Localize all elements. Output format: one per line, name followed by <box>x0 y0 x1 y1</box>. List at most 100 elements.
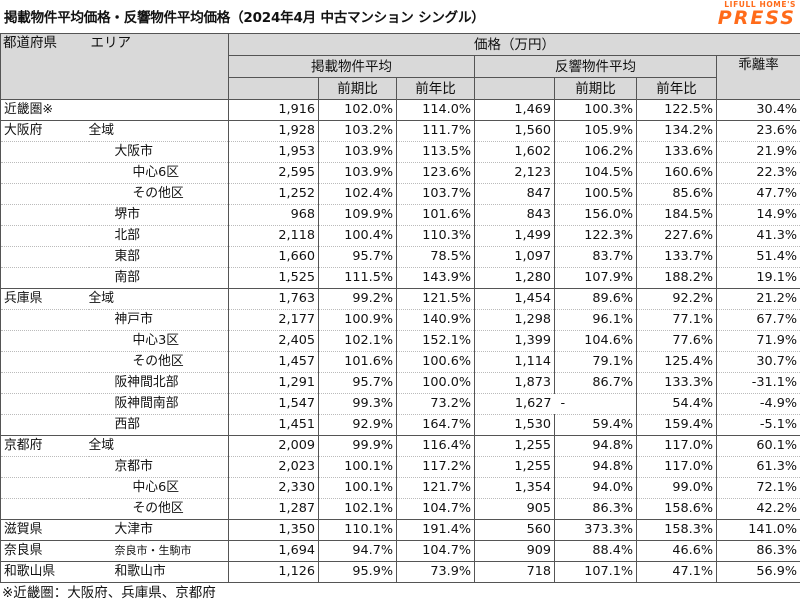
cell-area: 中心6区 <box>89 163 229 184</box>
cell-response-price: 1,602 <box>475 142 555 163</box>
cell-listing-qoq: 99.2% <box>319 289 397 310</box>
cell-listing-qoq: 100.1% <box>319 457 397 478</box>
cell-response-price: 1,627 <box>475 394 555 415</box>
cell-response-yoy: 158.6% <box>637 499 717 520</box>
cell-listing-yoy: 121.5% <box>397 289 475 310</box>
cell-response-yoy: 158.3% <box>637 520 717 541</box>
cell-listing-yoy: 103.7% <box>397 184 475 205</box>
cell-prefecture <box>1 352 89 373</box>
logo-main-text: PRESS <box>718 9 796 28</box>
cell-response-price: 1,280 <box>475 268 555 289</box>
cell-listing-qoq: 95.7% <box>319 247 397 268</box>
footnote: ※近畿圏：大阪府、兵庫県、京都府 <box>2 581 216 601</box>
cell-listing-price: 2,023 <box>229 457 319 478</box>
cell-response-price: 1,499 <box>475 226 555 247</box>
cell-area: 東部 <box>89 247 229 268</box>
cell-listing-qoq: 109.9% <box>319 205 397 226</box>
cell-listing-qoq: 110.1% <box>319 520 397 541</box>
cell-response-yoy: 77.1% <box>637 310 717 331</box>
cell-area: 和歌山市 <box>89 562 229 583</box>
cell-area: 南部 <box>89 268 229 289</box>
cell-gap-rate: 47.7% <box>717 184 800 205</box>
cell-listing-qoq: 94.7% <box>319 541 397 562</box>
cell-listing-yoy: 111.7% <box>397 121 475 142</box>
cell-area: その他区 <box>89 184 229 205</box>
cell-gap-rate: -5.1% <box>717 415 800 436</box>
cell-listing-yoy: 164.7% <box>397 415 475 436</box>
cell-response-yoy: 159.4% <box>637 415 717 436</box>
cell-response-qoq: 100.3% <box>555 100 637 121</box>
price-table: 都道府県 エリア 価格（万円） 掲載物件平均 反響物件平均 乖離率 前期比 前年… <box>0 33 800 583</box>
cell-prefecture: 滋賀県 <box>1 520 89 541</box>
cell-response-qoq: 104.6% <box>555 331 637 352</box>
cell-area: 阪神間北部 <box>89 373 229 394</box>
cell-listing-yoy: 123.6% <box>397 163 475 184</box>
cell-listing-price: 2,330 <box>229 478 319 499</box>
cell-area: 京都市 <box>89 457 229 478</box>
cell-prefecture <box>1 142 89 163</box>
cell-area: 奈良市・生駒市 <box>89 541 229 562</box>
cell-listing-yoy: 140.9% <box>397 310 475 331</box>
cell-response-yoy: 85.6% <box>637 184 717 205</box>
cell-listing-qoq: 99.3% <box>319 394 397 415</box>
cell-prefecture: 兵庫県 <box>1 289 89 310</box>
cell-listing-yoy: 114.0% <box>397 100 475 121</box>
cell-prefecture <box>1 478 89 499</box>
cell-listing-price: 1,953 <box>229 142 319 163</box>
cell-gap-rate: 42.2% <box>717 499 800 520</box>
cell-gap-rate: 21.9% <box>717 142 800 163</box>
cell-gap-rate: 14.9% <box>717 205 800 226</box>
cell-listing-yoy: 73.9% <box>397 562 475 583</box>
cell-listing-qoq: 99.9% <box>319 436 397 457</box>
header-area: エリア <box>89 34 229 100</box>
cell-response-yoy: 54.4% <box>637 394 717 415</box>
cell-response-yoy: 227.6% <box>637 226 717 247</box>
cell-prefecture <box>1 499 89 520</box>
cell-response-price: 1,255 <box>475 457 555 478</box>
cell-gap-rate: 22.3% <box>717 163 800 184</box>
cell-response-price: 847 <box>475 184 555 205</box>
cell-prefecture <box>1 268 89 289</box>
cell-listing-yoy: 100.0% <box>397 373 475 394</box>
cell-listing-price: 1,525 <box>229 268 319 289</box>
cell-response-yoy: 188.2% <box>637 268 717 289</box>
cell-response-price: 560 <box>475 520 555 541</box>
cell-gap-rate: 86.3% <box>717 541 800 562</box>
cell-gap-rate: -4.9% <box>717 394 800 415</box>
cell-prefecture: 和歌山県 <box>1 562 89 583</box>
cell-prefecture: 奈良県 <box>1 541 89 562</box>
cell-response-yoy: 125.4% <box>637 352 717 373</box>
cell-response-qoq: 79.1% <box>555 352 637 373</box>
cell-response-qoq: 104.5% <box>555 163 637 184</box>
cell-response-qoq: 88.4% <box>555 541 637 562</box>
cell-listing-price: 1,763 <box>229 289 319 310</box>
header-price-group: 価格（万円） <box>229 34 800 56</box>
cell-listing-yoy: 110.3% <box>397 226 475 247</box>
cell-prefecture <box>1 457 89 478</box>
cell-listing-price: 2,405 <box>229 331 319 352</box>
cell-gap-rate: -31.1% <box>717 373 800 394</box>
cell-response-qoq: 59.4% <box>555 415 637 436</box>
cell-listing-qoq: 100.1% <box>319 478 397 499</box>
cell-listing-yoy: 143.9% <box>397 268 475 289</box>
cell-response-qoq: 106.2% <box>555 142 637 163</box>
cell-response-price: 843 <box>475 205 555 226</box>
header-response-average: 反響物件平均 <box>475 56 717 78</box>
cell-response-price: 1,873 <box>475 373 555 394</box>
cell-gap-rate: 30.4% <box>717 100 800 121</box>
cell-gap-rate: 56.9% <box>717 562 800 583</box>
cell-listing-yoy: 78.5% <box>397 247 475 268</box>
cell-listing-price: 2,118 <box>229 226 319 247</box>
cell-prefecture: 大阪府 <box>1 121 89 142</box>
cell-listing-yoy: 116.4% <box>397 436 475 457</box>
cell-response-yoy: 133.6% <box>637 142 717 163</box>
